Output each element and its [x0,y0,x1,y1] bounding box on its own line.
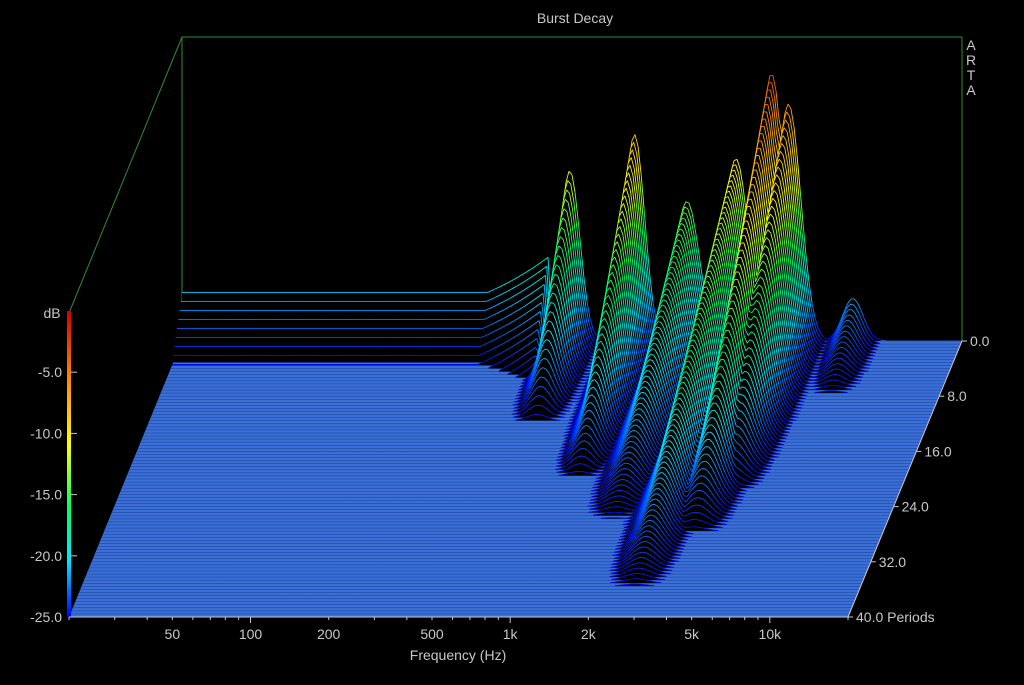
slice-line [804,395,807,396]
slice-line [818,360,821,361]
slice-line [584,376,587,377]
slice-line [585,373,588,374]
slice-line [811,386,814,387]
slice-line [829,380,832,381]
slice-line [806,392,809,393]
slice-line [583,380,586,381]
slice-line [853,386,856,387]
slice-line [859,380,862,381]
slice-line [807,389,810,390]
frame-left-diagonal [69,37,182,313]
slice-line [835,380,838,381]
slice-line [881,340,884,341]
slice-line [518,383,521,384]
slice-line [865,371,868,372]
slice-line [869,361,872,362]
slice-line [520,380,523,381]
slice-line [868,365,871,366]
slice-line [809,383,812,384]
slice-line [813,389,816,390]
slice-line [867,368,870,369]
slice-line [817,364,820,365]
slice-line [808,386,811,387]
slice-line [849,389,852,390]
